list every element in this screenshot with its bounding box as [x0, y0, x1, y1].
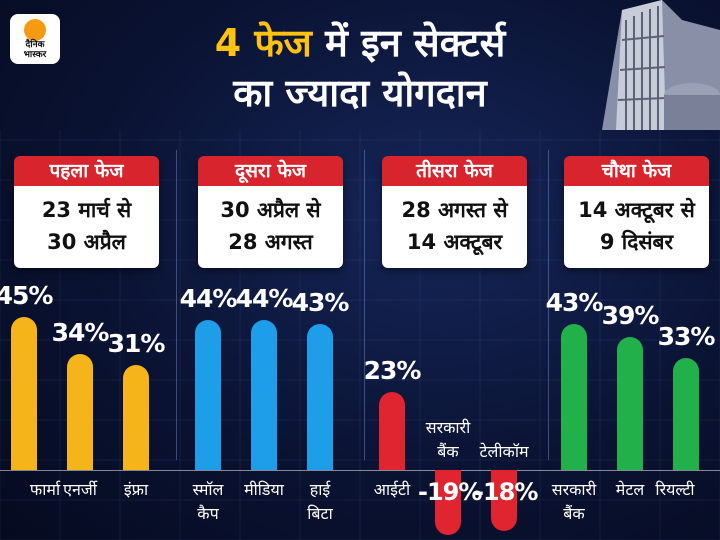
category-label: मीडिया [219, 478, 309, 502]
bar [379, 391, 405, 470]
category-label: फार्मा [0, 478, 90, 502]
title-accent: 4 फेज [214, 21, 312, 65]
phase-dates: 14 अक्टूबर से 9 दिसंबर [578, 198, 695, 254]
category-label-line: मीडिया [244, 480, 284, 499]
phase-card-2: दूसरा फेज 30 अप्रैल से 28 अगस्त [198, 156, 343, 268]
value-label: 34% [51, 318, 110, 348]
value-label: 23% [363, 355, 422, 385]
bar [195, 320, 221, 470]
value-label: 31% [107, 328, 166, 358]
category-label-line: एनर्जी [63, 480, 97, 499]
phase-card-1: पहला फेज 23 मार्च से 30 अप्रैल [14, 156, 159, 268]
category-label-line: फार्मा [29, 480, 61, 499]
category-label: रियल्टी [630, 478, 720, 502]
value-label: -18% [474, 478, 538, 506]
logo-text-line-1: दैनिक [25, 40, 45, 50]
phase-name: चौथा फेज [564, 156, 709, 186]
page-title: 4 फेज में इन सेक्टर्स का ज्यादा योगदान [130, 18, 590, 118]
bar [673, 357, 699, 470]
dainik-bhaskar-logo: दैनिक भास्कर [10, 14, 60, 64]
phase-card-4: चौथा फेज 14 अक्टूबर से 9 दिसंबर [564, 156, 709, 268]
bar [67, 354, 93, 470]
phase-dates: 28 अगस्त से 14 अक्टूबर [401, 198, 508, 254]
value-label: 39% [601, 301, 660, 331]
phase-divider [176, 150, 177, 460]
value-label: 45% [0, 281, 53, 310]
category-label: एनर्जी [35, 478, 125, 502]
phase-name: दूसरा फेज [198, 156, 343, 186]
value-label: 33% [657, 321, 716, 351]
category-label: आईटी [347, 478, 437, 502]
category-label: हाई बिटा [275, 478, 365, 526]
stock-exchange-building-icon [602, 0, 720, 130]
bar [11, 317, 37, 470]
category-label-line: कैप [197, 504, 219, 523]
category-label-line: टेलीकॉम [479, 442, 529, 461]
category-label-line: बैंक [563, 504, 585, 523]
phase-card-3: तीसरा फेज 28 अगस्त से 14 अक्टूबर [382, 156, 527, 268]
category-label: इंफ्रा [91, 478, 181, 502]
value-label: -19% [418, 478, 482, 506]
category-label-line: स्मॉल [192, 480, 224, 499]
bar [251, 320, 277, 470]
category-label-line: बिटा [307, 504, 333, 523]
bar [561, 323, 587, 470]
phase-name: पहला फेज [14, 156, 159, 186]
bar [617, 337, 643, 470]
phase-name: तीसरा फेज [382, 156, 527, 186]
category-label-line: सरकारी [551, 480, 597, 499]
chart-baseline [0, 470, 720, 471]
phase-divider [364, 150, 365, 460]
phase-divider [548, 150, 549, 460]
category-label-line: आईटी [373, 480, 411, 499]
category-label-line: सरकारी [425, 418, 471, 437]
category-label-line: हाई [309, 480, 331, 499]
category-label: टेलीकॉम [459, 440, 549, 464]
category-label-line: मेटल [615, 480, 645, 499]
category-label: सरकारी बैंक [403, 416, 493, 464]
value-label: 43% [291, 287, 350, 317]
title-line-1: में इन सेक्टर्स [325, 21, 506, 65]
phase-dates: 30 अप्रैल से 28 अगस्त [220, 198, 321, 254]
category-label-line: रियल्टी [655, 480, 695, 499]
value-label: 44% [179, 284, 238, 314]
value-label: 44% [235, 284, 294, 314]
category-label-line: इंफ्रा [123, 480, 149, 499]
value-label: 43% [545, 287, 604, 317]
logo-text-line-2: भास्कर [23, 50, 47, 60]
bar [491, 470, 517, 532]
bar [123, 364, 149, 470]
sun-icon [24, 19, 46, 41]
category-label: सरकारी बैंक [529, 478, 619, 526]
title-line-2: का ज्यादा योगदान [233, 71, 487, 115]
bar [435, 470, 461, 535]
category-label: स्मॉल कैप [163, 478, 253, 526]
category-label: मेटल [585, 478, 675, 502]
category-label-line: बैंक [437, 442, 459, 461]
bar [307, 323, 333, 470]
phase-dates: 23 मार्च से 30 अप्रैल [41, 198, 132, 254]
